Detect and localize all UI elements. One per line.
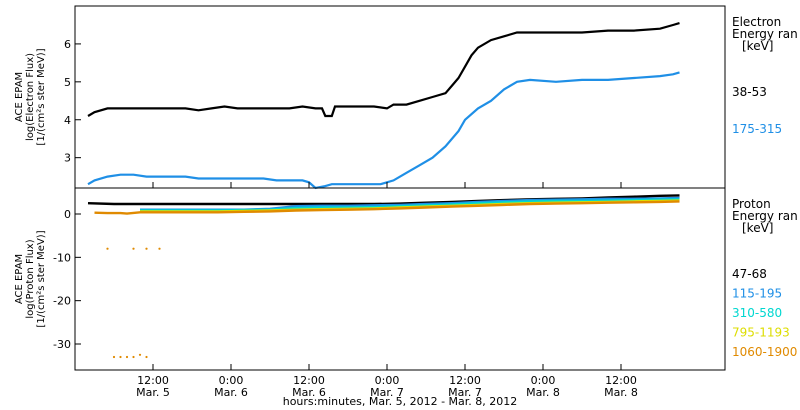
x-tick-label-date: Mar. 6 [214,386,248,399]
electron-legend-entry: 175-315 [732,122,782,136]
electron-legend-title-line: Energy ran [732,27,798,41]
x-tick-label-date: Mar. 7 [448,386,482,399]
proton-series-1060-1900-point [145,355,148,359]
proton-y-label-line: [1/(cm²s ster MeV)] [36,230,47,327]
proton-y-tick-label: -20 [53,295,71,308]
electron-legend-title-line: Electron [732,15,781,29]
proton-y-tick-label: -30 [53,338,71,351]
proton-series-1060-1900-point [132,247,135,250]
proton-series-1060-1900-point [119,355,122,359]
x-tick-label-time: 0:00 [375,374,400,387]
proton-legend-entry: 795-1193 [732,326,790,340]
x-tick-label-time: 0:00 [219,374,244,387]
electron-series-175-315-line [87,71,680,190]
electron-series-group [87,22,680,190]
x-tick-label-date: Mar. 7 [370,386,404,399]
proton-plot-frame [74,187,726,371]
proton-y-axis-label: ACE EPAM log(Proton Flux) [1/(cm²s ster Me… [14,230,47,327]
electron-y-tick-label: 3 [64,152,71,165]
x-tick-label-date: Mar. 8 [604,386,638,399]
proton-legend-title-line: Energy ran [732,209,798,223]
x-tick-label-time: 12:00 [293,374,325,387]
proton-y-tick-label: -10 [53,251,71,264]
x-tick-label-time: 12:00 [137,374,169,387]
proton-series-group [87,194,680,359]
electron-y-label-line: log(Electron Flux) [25,53,36,141]
proton-flux-panel: 0 -10 -20 -30 ACE EPAM log(Proton Flux) [1/(c… [14,187,798,371]
electron-y-axis: 3 4 5 6 [64,38,81,165]
proton-series-1060-1900-point [112,355,116,359]
electron-series-38-53-line [87,22,680,118]
electron-y-tick-label: 6 [64,38,71,51]
proton-legend-entry: 47-68 [732,267,767,281]
electron-plot-frame [74,5,726,189]
electron-y-axis-label: ACE EPAM log(Electron Flux) [1/(cm²s ster … [14,48,47,145]
proton-series-1060-1900-point [106,247,109,250]
x-tick-label-date: Mar. 8 [526,386,560,399]
proton-series-1060-1900-point [138,353,142,356]
electron-y-tick-label: 5 [64,76,71,89]
electron-y-label-line: ACE EPAM [14,72,25,122]
proton-series-1060-1900-line [94,200,680,215]
electron-y-label-line: [1/(cm²s ster MeV)] [36,48,47,145]
proton-series-1060-1900-point [158,247,161,250]
proton-series-1060-1900-point [132,355,135,359]
electron-y-tick-label: 4 [64,114,71,127]
x-tick-label-time: 0:00 [531,374,556,387]
x-tick-label-date: Mar. 5 [136,386,170,399]
electron-flux-panel: 3 4 5 6 ACE EPAM log(Electron Flux) [1/(cm²s … [14,5,798,190]
x-tick-label-time: 12:00 [605,374,637,387]
x-tick-label-date: Mar. 6 [292,386,326,399]
proton-legend-entry: 115-195 [732,287,782,301]
proton-y-label-line: log(Proton Flux) [25,239,36,318]
x-tick-label-time: 12:00 [449,374,481,387]
proton-series-1060-1900-point [145,247,148,250]
proton-legend-title-line: Proton [732,197,771,211]
proton-y-tick-label: 0 [64,208,71,221]
electron-legend-entry: 38-53 [732,85,767,99]
proton-legend-entry: 310-580 [732,306,782,320]
proton-y-label-line: ACE EPAM [14,254,25,304]
proton-legend-entry: 1060-1900 [732,345,797,359]
electron-legend-title-line: [keV] [742,39,773,53]
x-axis-title: hours:minutes, Mar. 5, 2012 - Mar. 8, 20… [283,395,518,408]
proton-series-1060-1900-point [125,355,129,359]
proton-legend-title-line: [keV] [742,221,773,235]
proton-y-axis: 0 -10 -20 -30 [53,208,81,351]
